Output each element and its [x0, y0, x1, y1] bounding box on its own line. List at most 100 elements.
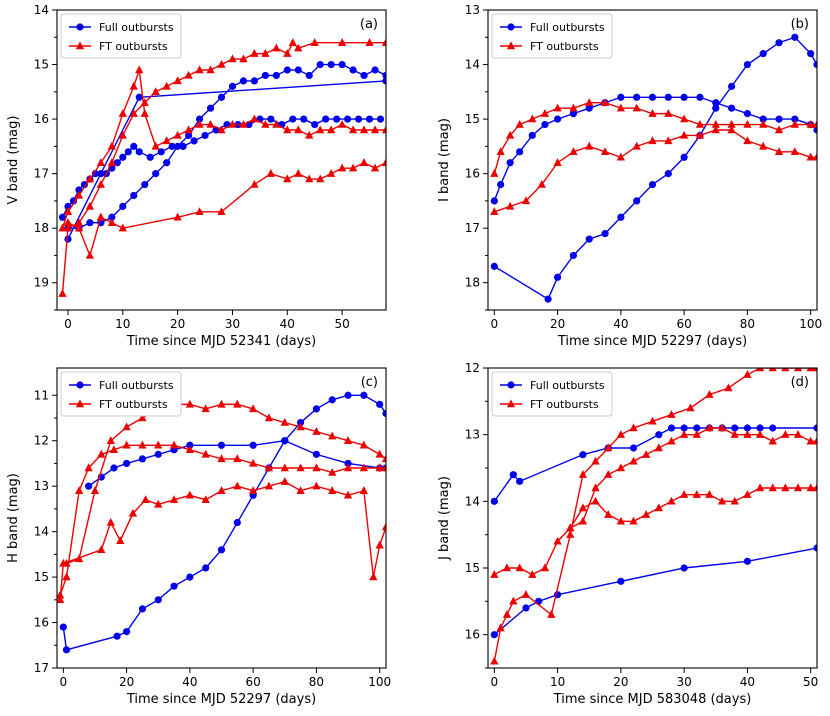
data-point: [375, 540, 384, 549]
legend-full-label: Full outbursts: [99, 379, 174, 392]
y-tick-label: 15: [465, 561, 480, 575]
data-point: [791, 115, 799, 123]
data-point: [63, 223, 73, 232]
data-point: [74, 218, 84, 226]
ft-outburst-series-4: [566, 483, 817, 532]
data-point: [267, 115, 275, 123]
data-point: [349, 66, 357, 74]
data-point: [490, 631, 498, 639]
data-point: [146, 153, 154, 161]
data-point: [264, 463, 274, 472]
plot-area: [57, 391, 386, 654]
x-tick-label: 0: [491, 317, 499, 331]
legend-full-marker: [507, 23, 515, 31]
x-axis-label: Time since MJD 52341 (days): [126, 334, 316, 349]
data-point: [118, 130, 127, 139]
data-point: [490, 497, 498, 505]
x-tick-label: 40: [182, 675, 197, 689]
y-tick-label: 18: [465, 276, 480, 290]
data-point: [173, 212, 182, 221]
data-point: [813, 424, 817, 432]
series-line: [493, 547, 817, 636]
data-point: [679, 130, 689, 139]
data-point: [233, 454, 242, 463]
data-point: [261, 71, 269, 80]
y-tick-label: 15: [465, 112, 480, 126]
data-point: [217, 93, 226, 101]
data-point: [496, 147, 505, 156]
data-point: [119, 202, 127, 210]
data-point: [509, 471, 517, 479]
data-point: [727, 104, 736, 112]
data-point: [648, 180, 657, 189]
data-point: [327, 125, 336, 134]
data-point: [365, 115, 374, 123]
data-point: [490, 169, 499, 177]
data-point: [261, 119, 270, 128]
data-point: [516, 148, 524, 156]
x-tick-label: 40: [740, 675, 755, 689]
data-point: [96, 179, 106, 188]
data-point: [515, 119, 524, 128]
data-point: [579, 451, 587, 459]
data-point: [755, 483, 765, 492]
data-point: [585, 98, 594, 106]
data-point: [768, 483, 777, 492]
data-point: [91, 170, 99, 178]
y-axis-label: J band (mag): [437, 476, 452, 561]
data-point: [233, 518, 241, 527]
data-point: [327, 60, 335, 69]
data-point: [58, 213, 67, 221]
data-point: [201, 131, 209, 140]
series-line: [67, 161, 386, 258]
data-point: [337, 119, 347, 128]
data-point: [162, 136, 171, 145]
data-point: [283, 66, 291, 74]
y-tick-label: 11: [34, 388, 49, 402]
data-point: [316, 60, 324, 69]
plot-area: [490, 33, 817, 303]
axes-frame: [56, 9, 387, 311]
data-point: [185, 490, 195, 499]
data-point: [521, 196, 531, 205]
data-point: [63, 218, 73, 226]
x-tick-label: 20: [170, 317, 185, 331]
data-point: [179, 142, 187, 150]
data-point: [680, 564, 688, 572]
data-point: [294, 125, 303, 134]
data-point: [190, 137, 198, 145]
data-point: [775, 39, 783, 47]
data-point: [296, 422, 305, 431]
data-point: [272, 43, 281, 52]
data-point: [654, 443, 663, 452]
y-tick-label: 17: [34, 661, 49, 675]
y-tick-label: 15: [34, 570, 49, 584]
data-point: [151, 87, 160, 96]
data-point: [312, 405, 321, 413]
data-point: [106, 436, 115, 444]
data-point: [569, 103, 578, 112]
data-point: [566, 523, 575, 532]
data-point: [381, 158, 386, 166]
data-point: [283, 125, 292, 134]
series-line: [67, 63, 386, 229]
data-point: [692, 430, 701, 438]
ft-outburst-series-3: [490, 423, 817, 578]
data-point: [280, 417, 289, 426]
data-point: [328, 486, 337, 494]
data-point: [106, 517, 115, 526]
data-point: [195, 65, 204, 74]
legend: Full outbursts FT outbursts: [491, 13, 613, 59]
panel-label: (c): [361, 375, 378, 390]
data-point: [162, 81, 171, 90]
data-point: [107, 218, 116, 226]
data-point: [381, 38, 386, 46]
data-point: [743, 110, 752, 118]
data-point: [283, 174, 292, 183]
x-tick-label: 0: [491, 675, 499, 689]
full-outburst-series-1: [58, 115, 385, 221]
y-axis-label: I band (mag): [437, 118, 452, 202]
data-point: [806, 152, 815, 161]
data-point: [186, 573, 194, 581]
data-point: [250, 77, 258, 85]
